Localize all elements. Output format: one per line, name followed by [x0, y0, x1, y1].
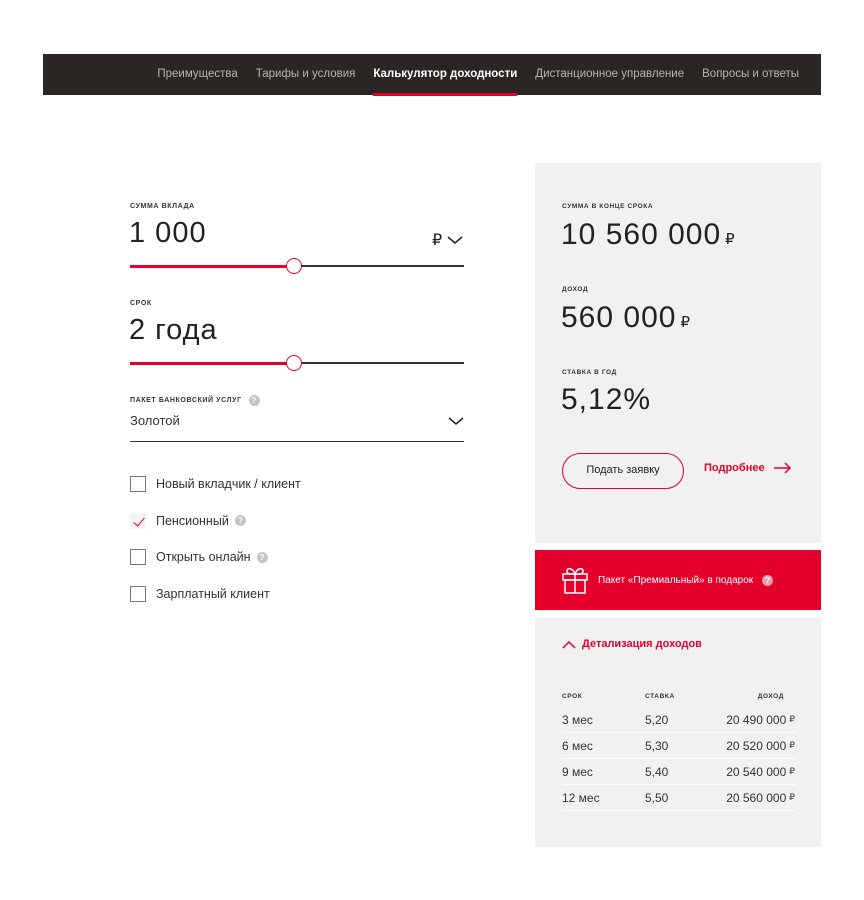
- row-income: 20 540 000: [726, 764, 787, 779]
- gift-banner: Пакет «Премиальный» в подарок ?: [535, 550, 821, 610]
- term-label: Срок: [130, 300, 152, 307]
- checkbox-item[interactable]: Новый вкладчик / клиент: [130, 475, 307, 493]
- rate-value: 5,12%: [561, 383, 652, 416]
- table-row: 6 мес 5,30 20 520 000 ₽: [562, 733, 795, 759]
- term-slider[interactable]: [130, 355, 464, 371]
- row-rate: 5,20: [645, 712, 669, 727]
- details-toggle-label: Детализация доходов: [582, 638, 702, 650]
- col-header-income: Доход: [757, 693, 784, 700]
- package-select[interactable]: Золотой: [130, 412, 464, 442]
- row-rate: 5,40: [645, 764, 669, 779]
- col-header-rate: Ставка: [645, 693, 675, 700]
- slider-thumb[interactable]: [285, 258, 302, 274]
- amount-label: Сумма вклада: [130, 203, 195, 210]
- checkbox-label: Новый вкладчик / клиент: [156, 477, 301, 491]
- checkbox-label: Пенсионный: [156, 513, 229, 528]
- row-rate: 5,30: [645, 738, 669, 753]
- currency-symbol: ₽: [789, 714, 795, 724]
- currency-select[interactable]: ₽: [432, 230, 463, 250]
- row-income: 20 490 000: [726, 712, 787, 727]
- more-label: Подробнее: [704, 462, 765, 474]
- details-panel: Детализация доходов Срок Ставка Доход 3 …: [535, 618, 821, 847]
- arrow-right-icon: [773, 462, 791, 474]
- tab-calculator[interactable]: Калькулятор доходности: [373, 54, 517, 96]
- gift-text: Пакет «Премиальный» в подарок: [598, 574, 754, 586]
- row-term: 3 мес: [562, 712, 593, 727]
- checkbox[interactable]: [130, 585, 146, 602]
- row-rate: 5,50: [645, 790, 669, 805]
- row-income: 20 520 000: [726, 738, 787, 753]
- table-row: 3 мес 5,20 20 490 000 ₽: [562, 707, 795, 733]
- row-term: 12 мес: [562, 790, 600, 805]
- help-icon[interactable]: ?: [234, 515, 246, 526]
- details-toggle[interactable]: Детализация доходов: [562, 638, 702, 650]
- col-header-term: Срок: [562, 693, 583, 700]
- chevron-down-icon: [448, 417, 464, 425]
- checkbox[interactable]: [130, 549, 146, 565]
- row-term: 6 мес: [562, 738, 593, 753]
- income-amount: 560 000 ₽: [561, 301, 691, 335]
- rate-label: Ставка в год: [562, 369, 617, 376]
- package-value: Золотой: [130, 413, 180, 428]
- term-value[interactable]: 2 года: [129, 314, 218, 346]
- package-label-row: Пакет банковский услуг ?: [130, 395, 260, 406]
- income-value: 560 000: [561, 301, 677, 334]
- top-nav: Преимущества Тарифы и условия Калькулято…: [43, 54, 821, 96]
- checkbox[interactable]: [130, 512, 146, 529]
- currency-symbol: ₽: [789, 766, 795, 776]
- currency-symbol: ₽: [432, 232, 443, 249]
- result-panel: Сумма в конце срока 10 560 000 ₽ Доход 56…: [535, 163, 821, 543]
- total-amount: 10 560 000 ₽: [561, 218, 736, 252]
- row-income: 20 560 000: [726, 790, 787, 805]
- tab-advantages[interactable]: Преимущества: [157, 68, 238, 80]
- checkbox-label: Открыть онлайн: [156, 550, 251, 564]
- currency-symbol: ₽: [725, 231, 736, 248]
- package-label: Пакет банковский услуг: [130, 397, 242, 404]
- currency-symbol: ₽: [789, 792, 795, 802]
- income-label: Доход: [562, 286, 589, 293]
- checkbox-label: Зарплатный клиент: [156, 586, 270, 601]
- checkbox-item[interactable]: Открыть онлайн?: [130, 548, 268, 566]
- checkbox[interactable]: [130, 476, 146, 492]
- help-icon[interactable]: ?: [248, 395, 260, 406]
- tab-tariffs[interactable]: Тарифы и условия: [255, 68, 356, 80]
- row-term: 9 мес: [562, 764, 593, 779]
- table-row: 9 мес 5,40 20 540 000 ₽: [562, 759, 795, 785]
- gift-icon: [562, 567, 588, 594]
- amount-slider[interactable]: [130, 258, 464, 274]
- help-icon[interactable]: ?: [256, 551, 268, 563]
- total-label: Сумма в конце срока: [562, 203, 654, 210]
- checkbox-item[interactable]: Зарплатный клиент: [130, 585, 276, 603]
- apply-button[interactable]: Подать заявку: [562, 453, 684, 489]
- more-link[interactable]: Подробнее: [704, 462, 792, 474]
- chevron-down-icon: [447, 236, 463, 244]
- amount-value[interactable]: 1 000: [129, 217, 207, 249]
- table-row: 12 мес 5,50 20 560 000 ₽: [562, 785, 795, 811]
- chevron-up-icon: [562, 640, 576, 649]
- checkbox-item[interactable]: Пенсионный?: [130, 512, 246, 530]
- currency-symbol: ₽: [680, 314, 691, 331]
- tab-faq[interactable]: Вопросы и ответы: [702, 68, 799, 80]
- tab-remote[interactable]: Дистанционное управление: [535, 68, 685, 80]
- currency-symbol: ₽: [789, 740, 795, 750]
- help-icon[interactable]: ?: [762, 574, 774, 586]
- total-value: 10 560 000: [561, 218, 722, 251]
- slider-thumb[interactable]: [285, 355, 302, 371]
